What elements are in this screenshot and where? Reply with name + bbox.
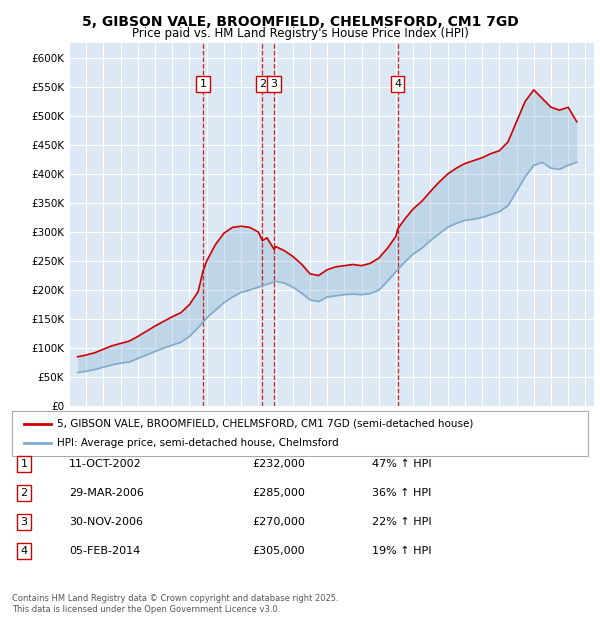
Text: £270,000: £270,000 <box>252 517 305 527</box>
Text: 3: 3 <box>271 79 278 89</box>
Text: £305,000: £305,000 <box>252 546 305 556</box>
Text: 36% ↑ HPI: 36% ↑ HPI <box>372 488 431 498</box>
Text: 5, GIBSON VALE, BROOMFIELD, CHELMSFORD, CM1 7GD (semi-detached house): 5, GIBSON VALE, BROOMFIELD, CHELMSFORD, … <box>57 418 473 428</box>
Text: 2: 2 <box>20 488 28 498</box>
Text: 30-NOV-2006: 30-NOV-2006 <box>69 517 143 527</box>
Text: 3: 3 <box>20 517 28 527</box>
Text: 4: 4 <box>20 546 28 556</box>
Text: 19% ↑ HPI: 19% ↑ HPI <box>372 546 431 556</box>
Text: 11-OCT-2002: 11-OCT-2002 <box>69 459 142 469</box>
Text: 2: 2 <box>259 79 266 89</box>
Text: 29-MAR-2006: 29-MAR-2006 <box>69 488 144 498</box>
Text: 05-FEB-2014: 05-FEB-2014 <box>69 546 140 556</box>
Text: 5, GIBSON VALE, BROOMFIELD, CHELMSFORD, CM1 7GD: 5, GIBSON VALE, BROOMFIELD, CHELMSFORD, … <box>82 16 518 30</box>
Text: 1: 1 <box>20 459 28 469</box>
Text: Contains HM Land Registry data © Crown copyright and database right 2025.
This d: Contains HM Land Registry data © Crown c… <box>12 595 338 614</box>
Text: HPI: Average price, semi-detached house, Chelmsford: HPI: Average price, semi-detached house,… <box>57 438 338 448</box>
Text: £285,000: £285,000 <box>252 488 305 498</box>
Text: 22% ↑ HPI: 22% ↑ HPI <box>372 517 431 527</box>
Text: £232,000: £232,000 <box>252 459 305 469</box>
Text: 47% ↑ HPI: 47% ↑ HPI <box>372 459 431 469</box>
Text: 4: 4 <box>394 79 401 89</box>
Text: 1: 1 <box>199 79 206 89</box>
Text: Price paid vs. HM Land Registry's House Price Index (HPI): Price paid vs. HM Land Registry's House … <box>131 27 469 40</box>
